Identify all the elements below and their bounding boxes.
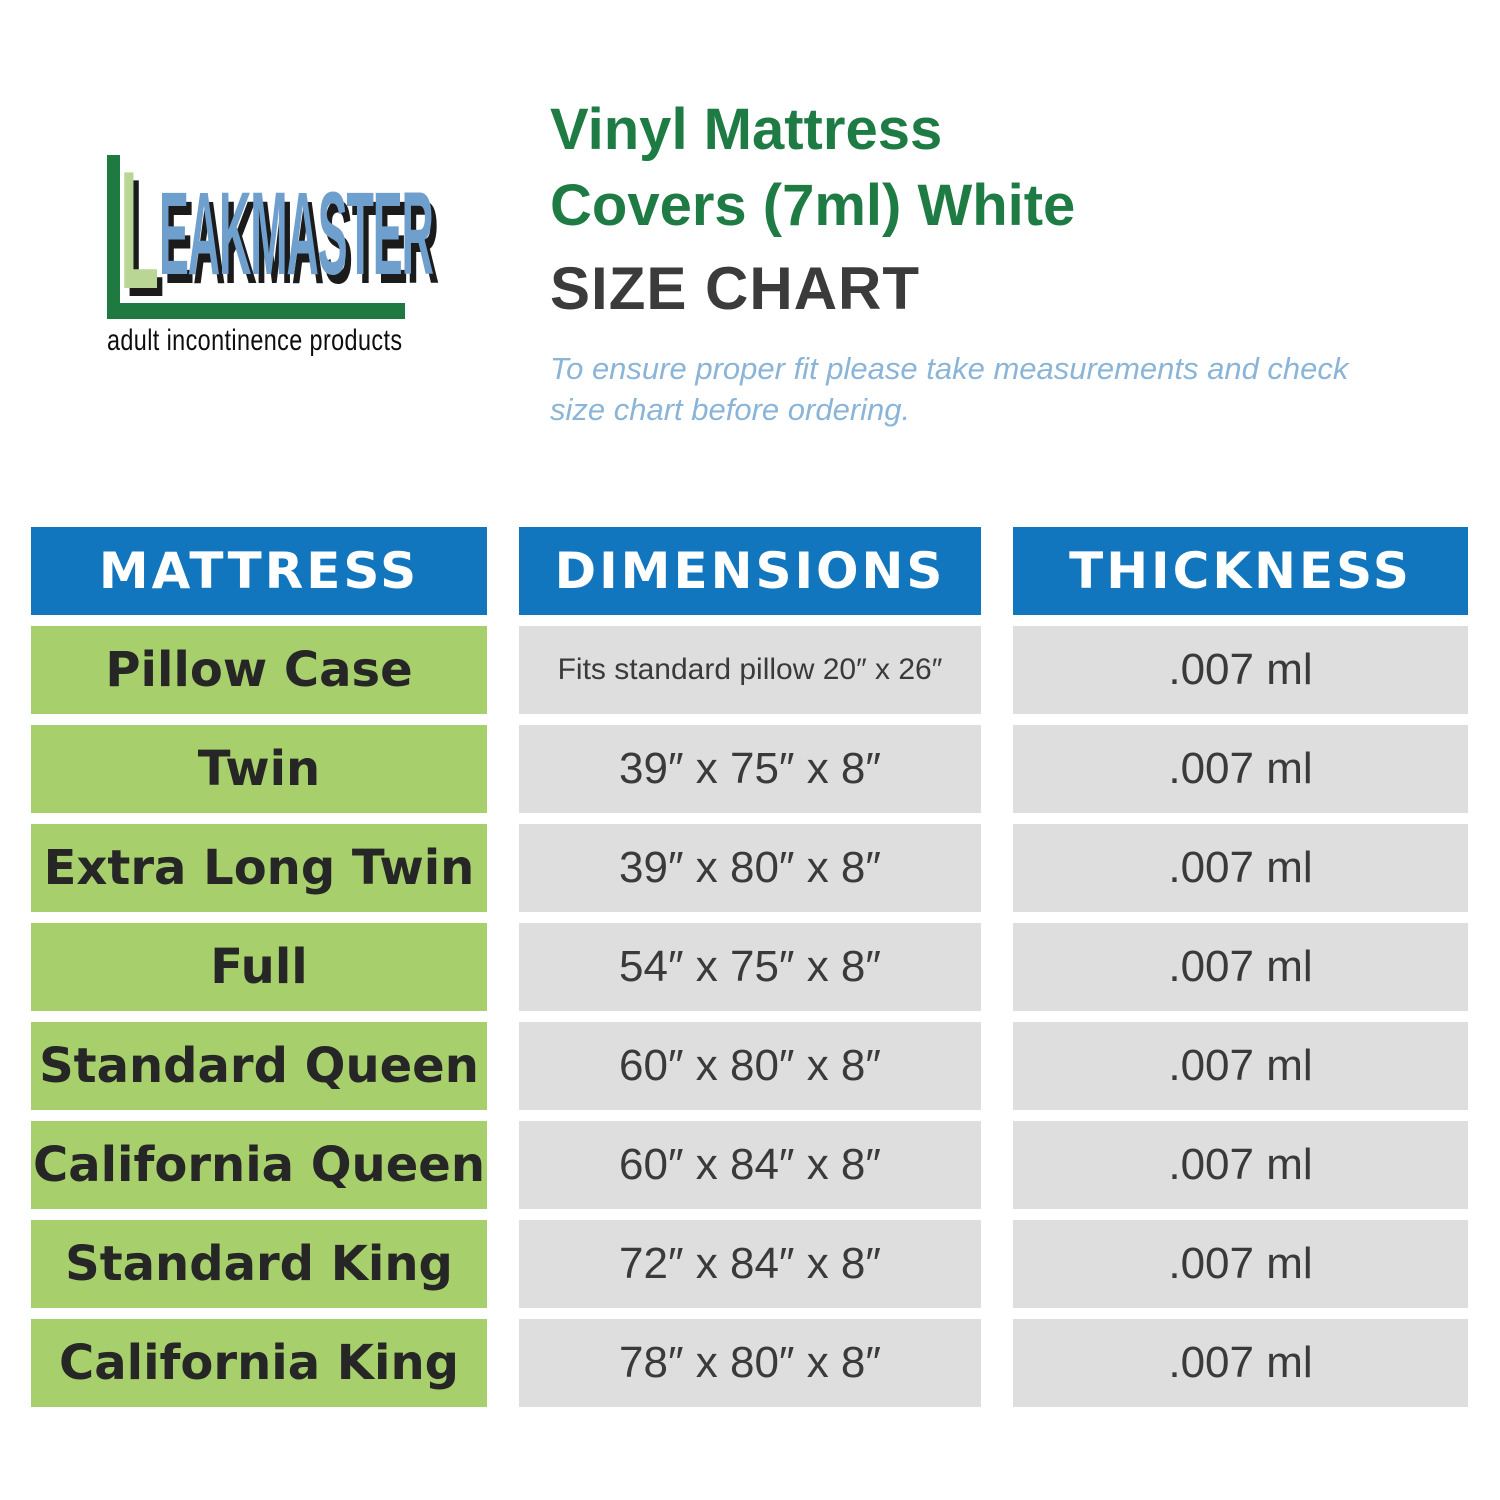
thickness-cell: .007 ml	[1013, 626, 1468, 714]
mattress-cell: Standard Queen	[31, 1022, 487, 1110]
thickness-cell: .007 ml	[1013, 923, 1468, 1011]
product-title: Vinyl Mattress Covers (7ml) White	[550, 92, 1410, 244]
mattress-cell: Extra Long Twin	[31, 824, 487, 912]
mattress-cell: Full	[31, 923, 487, 1011]
dimensions-cell: 39″ x 75″ x 8″	[519, 725, 981, 813]
mattress-cell: Standard King	[31, 1220, 487, 1308]
thickness-cell: .007 ml	[1013, 1022, 1468, 1110]
dimensions-cell: 54″ x 75″ x 8″	[519, 923, 981, 1011]
column-header-dimensions: DIMENSIONS	[519, 527, 981, 615]
column-header-mattress: MATTRESS	[31, 527, 487, 615]
fit-note-line1: To ensure proper fit please take measure…	[550, 351, 1349, 386]
product-title-line1: Vinyl Mattress	[550, 97, 943, 162]
leakmaster-logo: L EAKMASTER adult incontinence products	[105, 146, 445, 366]
thickness-cell: .007 ml	[1013, 725, 1468, 813]
thickness-cell: .007 ml	[1013, 824, 1468, 912]
size-table: MATTRESS DIMENSIONS THICKNESS Pillow Cas…	[31, 527, 1468, 1407]
dimensions-cell: 60″ x 80″ x 8″	[519, 1022, 981, 1110]
logo-wordmark: L EAKMASTER	[120, 136, 434, 324]
product-title-line2: Covers (7ml) White	[550, 173, 1076, 238]
thickness-cell: .007 ml	[1013, 1319, 1468, 1407]
dimensions-cell: 39″ x 80″ x 8″	[519, 824, 981, 912]
thickness-cell: .007 ml	[1013, 1121, 1468, 1209]
mattress-cell: Pillow Case	[31, 626, 487, 714]
mattress-cell: Twin	[31, 725, 487, 813]
logo-angle-vertical-bar	[107, 155, 120, 319]
thickness-cell: .007 ml	[1013, 1220, 1468, 1308]
dimensions-cell: 60″ x 84″ x 8″	[519, 1121, 981, 1209]
size-chart-heading: SIZE CHART	[550, 255, 920, 322]
fit-note: To ensure proper fit please take measure…	[550, 348, 1410, 430]
dimensions-cell: Fits standard pillow 20″ x 26″	[519, 626, 981, 714]
logo-letter-l: L	[120, 136, 159, 324]
dimensions-cell: 78″ x 80″ x 8″	[519, 1319, 981, 1407]
mattress-cell: California Queen	[31, 1121, 487, 1209]
mattress-cell: California King	[31, 1319, 487, 1407]
logo-tagline: adult incontinence products	[107, 324, 403, 357]
logo-angle-horizontal-bar	[107, 303, 405, 319]
logo-wordmark-rest: EAKMASTER	[158, 168, 434, 300]
fit-note-line2: size chart before ordering.	[550, 392, 911, 427]
dimensions-cell: 72″ x 84″ x 8″	[519, 1220, 981, 1308]
title-block: Vinyl Mattress Covers (7ml) White SIZE C…	[550, 92, 1410, 430]
column-header-thickness: THICKNESS	[1013, 527, 1468, 615]
